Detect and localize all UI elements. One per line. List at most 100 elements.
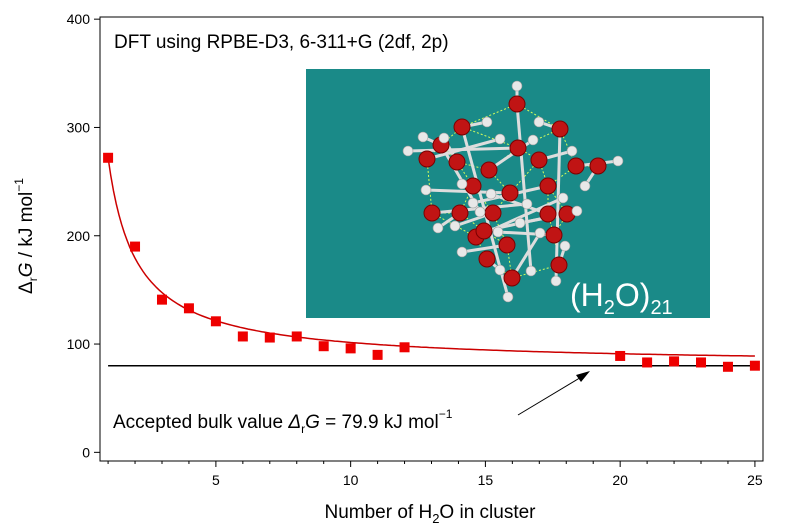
hydrogen-atom bbox=[612, 155, 624, 167]
data-point bbox=[318, 341, 329, 352]
oxygen-atom bbox=[508, 95, 526, 113]
data-point bbox=[264, 332, 275, 343]
oxygen-atom bbox=[503, 269, 521, 287]
oxygen-atom bbox=[448, 153, 466, 171]
hydrogen-atom bbox=[492, 226, 504, 238]
oxygen-atom bbox=[478, 250, 496, 268]
oxygen-atom bbox=[484, 204, 502, 222]
data-point bbox=[103, 152, 114, 163]
y-tick-label: 0 bbox=[82, 444, 90, 460]
hydrogen-atom bbox=[417, 131, 429, 143]
y-tick-label: 300 bbox=[67, 119, 91, 135]
oxygen-atom bbox=[451, 204, 469, 222]
oxygen-atom bbox=[423, 204, 441, 222]
oh-bond bbox=[554, 128, 562, 282]
hydrogen-bond bbox=[461, 126, 519, 149]
oh-bond bbox=[510, 232, 542, 279]
oxygen-atom bbox=[453, 118, 471, 136]
data-point bbox=[183, 303, 194, 314]
x-tick-label: 5 bbox=[212, 472, 220, 488]
hydrogen-atom bbox=[511, 80, 523, 92]
x-tick-label: 20 bbox=[612, 472, 628, 488]
oxygen-atom bbox=[539, 205, 557, 223]
hydrogen-atom bbox=[502, 291, 514, 303]
chart-annotation-title: DFT using RPBE-D3, 6-311+G (2df, 2p) bbox=[114, 32, 449, 53]
hydrogen-atom bbox=[456, 178, 468, 190]
y-tick-label: 100 bbox=[67, 336, 91, 352]
oxygen-atom bbox=[567, 157, 585, 175]
x-tick-label: 15 bbox=[478, 472, 494, 488]
hydrogen-atom bbox=[514, 217, 526, 229]
hydrogen-atom bbox=[566, 145, 578, 157]
oxygen-atom bbox=[539, 177, 557, 195]
oxygen-atom bbox=[545, 226, 563, 244]
bulk-value-label: Accepted bulk value ΔrG = 79.9 kJ mol−1 bbox=[113, 407, 453, 436]
hydrogen-atom bbox=[527, 134, 539, 146]
hydrogen-bond bbox=[461, 103, 518, 128]
oxygen-atom bbox=[551, 120, 569, 138]
oh-bond bbox=[515, 103, 533, 272]
hydrogen-atom bbox=[456, 246, 468, 258]
oxygen-atom bbox=[589, 157, 607, 175]
oh-bond bbox=[490, 192, 549, 216]
data-point bbox=[722, 361, 733, 372]
data-points bbox=[103, 152, 760, 372]
hydrogen-atom bbox=[571, 205, 583, 217]
hydrogen-atom bbox=[525, 265, 537, 277]
x-tick-label: 25 bbox=[747, 472, 763, 488]
oxygen-atom bbox=[498, 236, 516, 254]
oxygen-atom bbox=[464, 177, 482, 195]
x-tick-label: 10 bbox=[343, 472, 359, 488]
oh-bond bbox=[426, 137, 501, 161]
inset-water-cluster: (H2O)21 bbox=[306, 69, 710, 319]
hydrogen-atom bbox=[474, 206, 486, 218]
oxygen-atom bbox=[530, 151, 548, 169]
x-axis-title: Number of H2O in cluster bbox=[324, 502, 536, 526]
data-point bbox=[291, 331, 302, 342]
data-point bbox=[669, 356, 680, 367]
data-point bbox=[399, 342, 410, 353]
data-point bbox=[130, 241, 141, 252]
hydrogen-atom bbox=[420, 184, 432, 196]
hydrogen-bond bbox=[426, 158, 433, 214]
data-point bbox=[749, 360, 760, 371]
hydrogen-atom bbox=[550, 275, 562, 287]
hydrogen-atom bbox=[533, 116, 545, 128]
oxygen-atom bbox=[418, 150, 436, 168]
oxygen-atom bbox=[475, 222, 493, 240]
y-axis: 0 100 200 300 400 bbox=[67, 11, 100, 460]
oxygen-atom bbox=[480, 161, 498, 179]
data-point bbox=[156, 294, 167, 305]
hydrogen-atom bbox=[494, 264, 506, 276]
hydrogen-atom bbox=[481, 116, 493, 128]
x-axis: 5 10 15 20 25 bbox=[107, 461, 763, 488]
data-point bbox=[345, 343, 356, 354]
data-point bbox=[642, 357, 653, 368]
data-point bbox=[237, 331, 248, 342]
hydrogen-atom bbox=[485, 188, 497, 200]
data-point bbox=[696, 357, 707, 368]
hydrogen-atom bbox=[559, 240, 571, 252]
y-axis-title: ΔrG / kJ mol−1 bbox=[12, 178, 40, 294]
water-cluster-molecule-icon bbox=[402, 80, 624, 303]
data-point bbox=[210, 316, 221, 327]
inset-label: (H2O)21 bbox=[570, 277, 673, 319]
hydrogen-atom bbox=[402, 145, 414, 157]
hydrogen-atom bbox=[449, 220, 461, 232]
hydrogen-atom bbox=[432, 222, 444, 234]
y-tick-label: 200 bbox=[67, 228, 91, 244]
hydrogen-atom bbox=[557, 192, 569, 204]
hydrogen-atom bbox=[534, 227, 546, 239]
oxygen-atom bbox=[509, 139, 527, 157]
oxygen-atom bbox=[501, 184, 519, 202]
data-point bbox=[372, 349, 383, 360]
hydrogen-atom bbox=[494, 133, 506, 145]
bulk-arrow-head bbox=[576, 371, 590, 382]
oxygen-atom bbox=[550, 256, 568, 274]
y-tick-label: 400 bbox=[67, 11, 91, 27]
hydrogen-atom bbox=[521, 198, 533, 210]
bulk-arrow-shaft bbox=[517, 375, 584, 416]
hydrogen-atom bbox=[467, 197, 479, 209]
hydrogen-atom bbox=[438, 132, 450, 144]
